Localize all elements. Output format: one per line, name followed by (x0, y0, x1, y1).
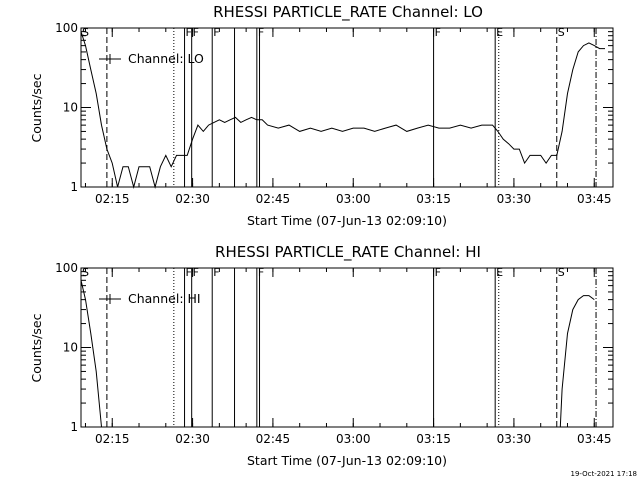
panel-hi-series-line (559, 295, 595, 428)
panel-hi-x-tick-label: 03:00 (336, 432, 371, 446)
panel-lo: RHESSI PARTICLE_RATE Channel: LO Counts/… (29, 3, 614, 228)
panel-hi-title: RHESSI PARTICLE_RATE Channel: HI (215, 243, 481, 262)
panel-hi-x-tick-label: 03:30 (497, 432, 532, 446)
panel-hi-y-tick-label: 10 (63, 341, 78, 355)
panel-lo-marker-label: F (193, 26, 199, 39)
panel-lo-plot-area: 02:15 02:30 02:45 03:00 03:15 03:30 03:45 1 10 10… (55, 21, 614, 206)
footer-timestamp: 19-Oct-2021 17:18 (571, 470, 637, 478)
panel-hi-x-tick-label: 03:45 (577, 432, 612, 446)
panel-hi-marker-label: F (193, 266, 199, 279)
panel-hi-marker-label: F (435, 266, 441, 279)
panel-lo-marker-label: F (213, 26, 219, 39)
panel-hi-marker-label: F (213, 266, 219, 279)
panel-lo-series-line (80, 31, 605, 189)
panel-lo-x-tick-label: 02:15 (95, 192, 130, 206)
panel-hi-x-tick-label: 02:45 (256, 432, 291, 446)
panel-lo-marker-label: S (558, 26, 565, 39)
panel-hi-marker-label: F (186, 266, 192, 279)
panel-hi-plot-area: 02:15 02:30 02:45 03:00 03:15 03:30 03:45 1 10 10… (55, 261, 614, 446)
panel-lo-x-tick-label: 03:00 (336, 192, 371, 206)
panel-lo-marker-label: F (186, 26, 192, 39)
panel-hi-marker-label: E (496, 266, 503, 279)
panel-lo-marker-label: F (435, 26, 441, 39)
panel-lo-x-tick-label: 02:30 (175, 192, 210, 206)
panel-hi-legend-label: Channel: HI (128, 291, 201, 306)
panel-lo-marker-label: F (258, 26, 264, 39)
panel-hi-y-tick-label: 100 (55, 261, 78, 275)
panel-lo-title: RHESSI PARTICLE_RATE Channel: LO (213, 3, 483, 22)
panel-lo-x-tick-label: 03:45 (577, 192, 612, 206)
panel-lo-ylabel: Counts/sec (29, 73, 44, 142)
panel-hi-x-tick-label: 02:30 (175, 432, 210, 446)
panel-lo-marker-label: E (496, 26, 503, 39)
panel-hi-marker-label: S (558, 266, 565, 279)
panel-lo-y-tick-label: 100 (55, 21, 78, 35)
panel-lo-x-tick-label: 03:30 (497, 192, 532, 206)
panel-lo-y-tick-label: 10 (63, 101, 78, 115)
panel-hi-ylabel: Counts/sec (29, 313, 44, 382)
panel-lo-legend-label: Channel: LO (128, 51, 204, 66)
panel-hi-x-tick-label: 02:15 (95, 432, 130, 446)
panel-hi-series-line (80, 280, 102, 428)
panel-lo-xlabel: Start Time (07-Jun-13 02:09:10) (247, 213, 447, 228)
panel-lo-x-tick-label: 03:15 (416, 192, 451, 206)
panel-hi-marker-label: S (82, 266, 89, 279)
panel-lo-x-tick-label: 02:45 (256, 192, 291, 206)
panel-hi-x-tick-label: 03:15 (416, 432, 451, 446)
panel-hi-marker-label: F (258, 266, 264, 279)
panel-hi-y-tick-label: 1 (70, 420, 78, 434)
panel-lo-y-tick-label: 1 (70, 180, 78, 194)
panel-lo-marker-label: S (82, 26, 89, 39)
panel-hi-xlabel: Start Time (07-Jun-13 02:09:10) (247, 453, 447, 468)
panel-hi: RHESSI PARTICLE_RATE Channel: HI Counts/… (29, 243, 614, 468)
